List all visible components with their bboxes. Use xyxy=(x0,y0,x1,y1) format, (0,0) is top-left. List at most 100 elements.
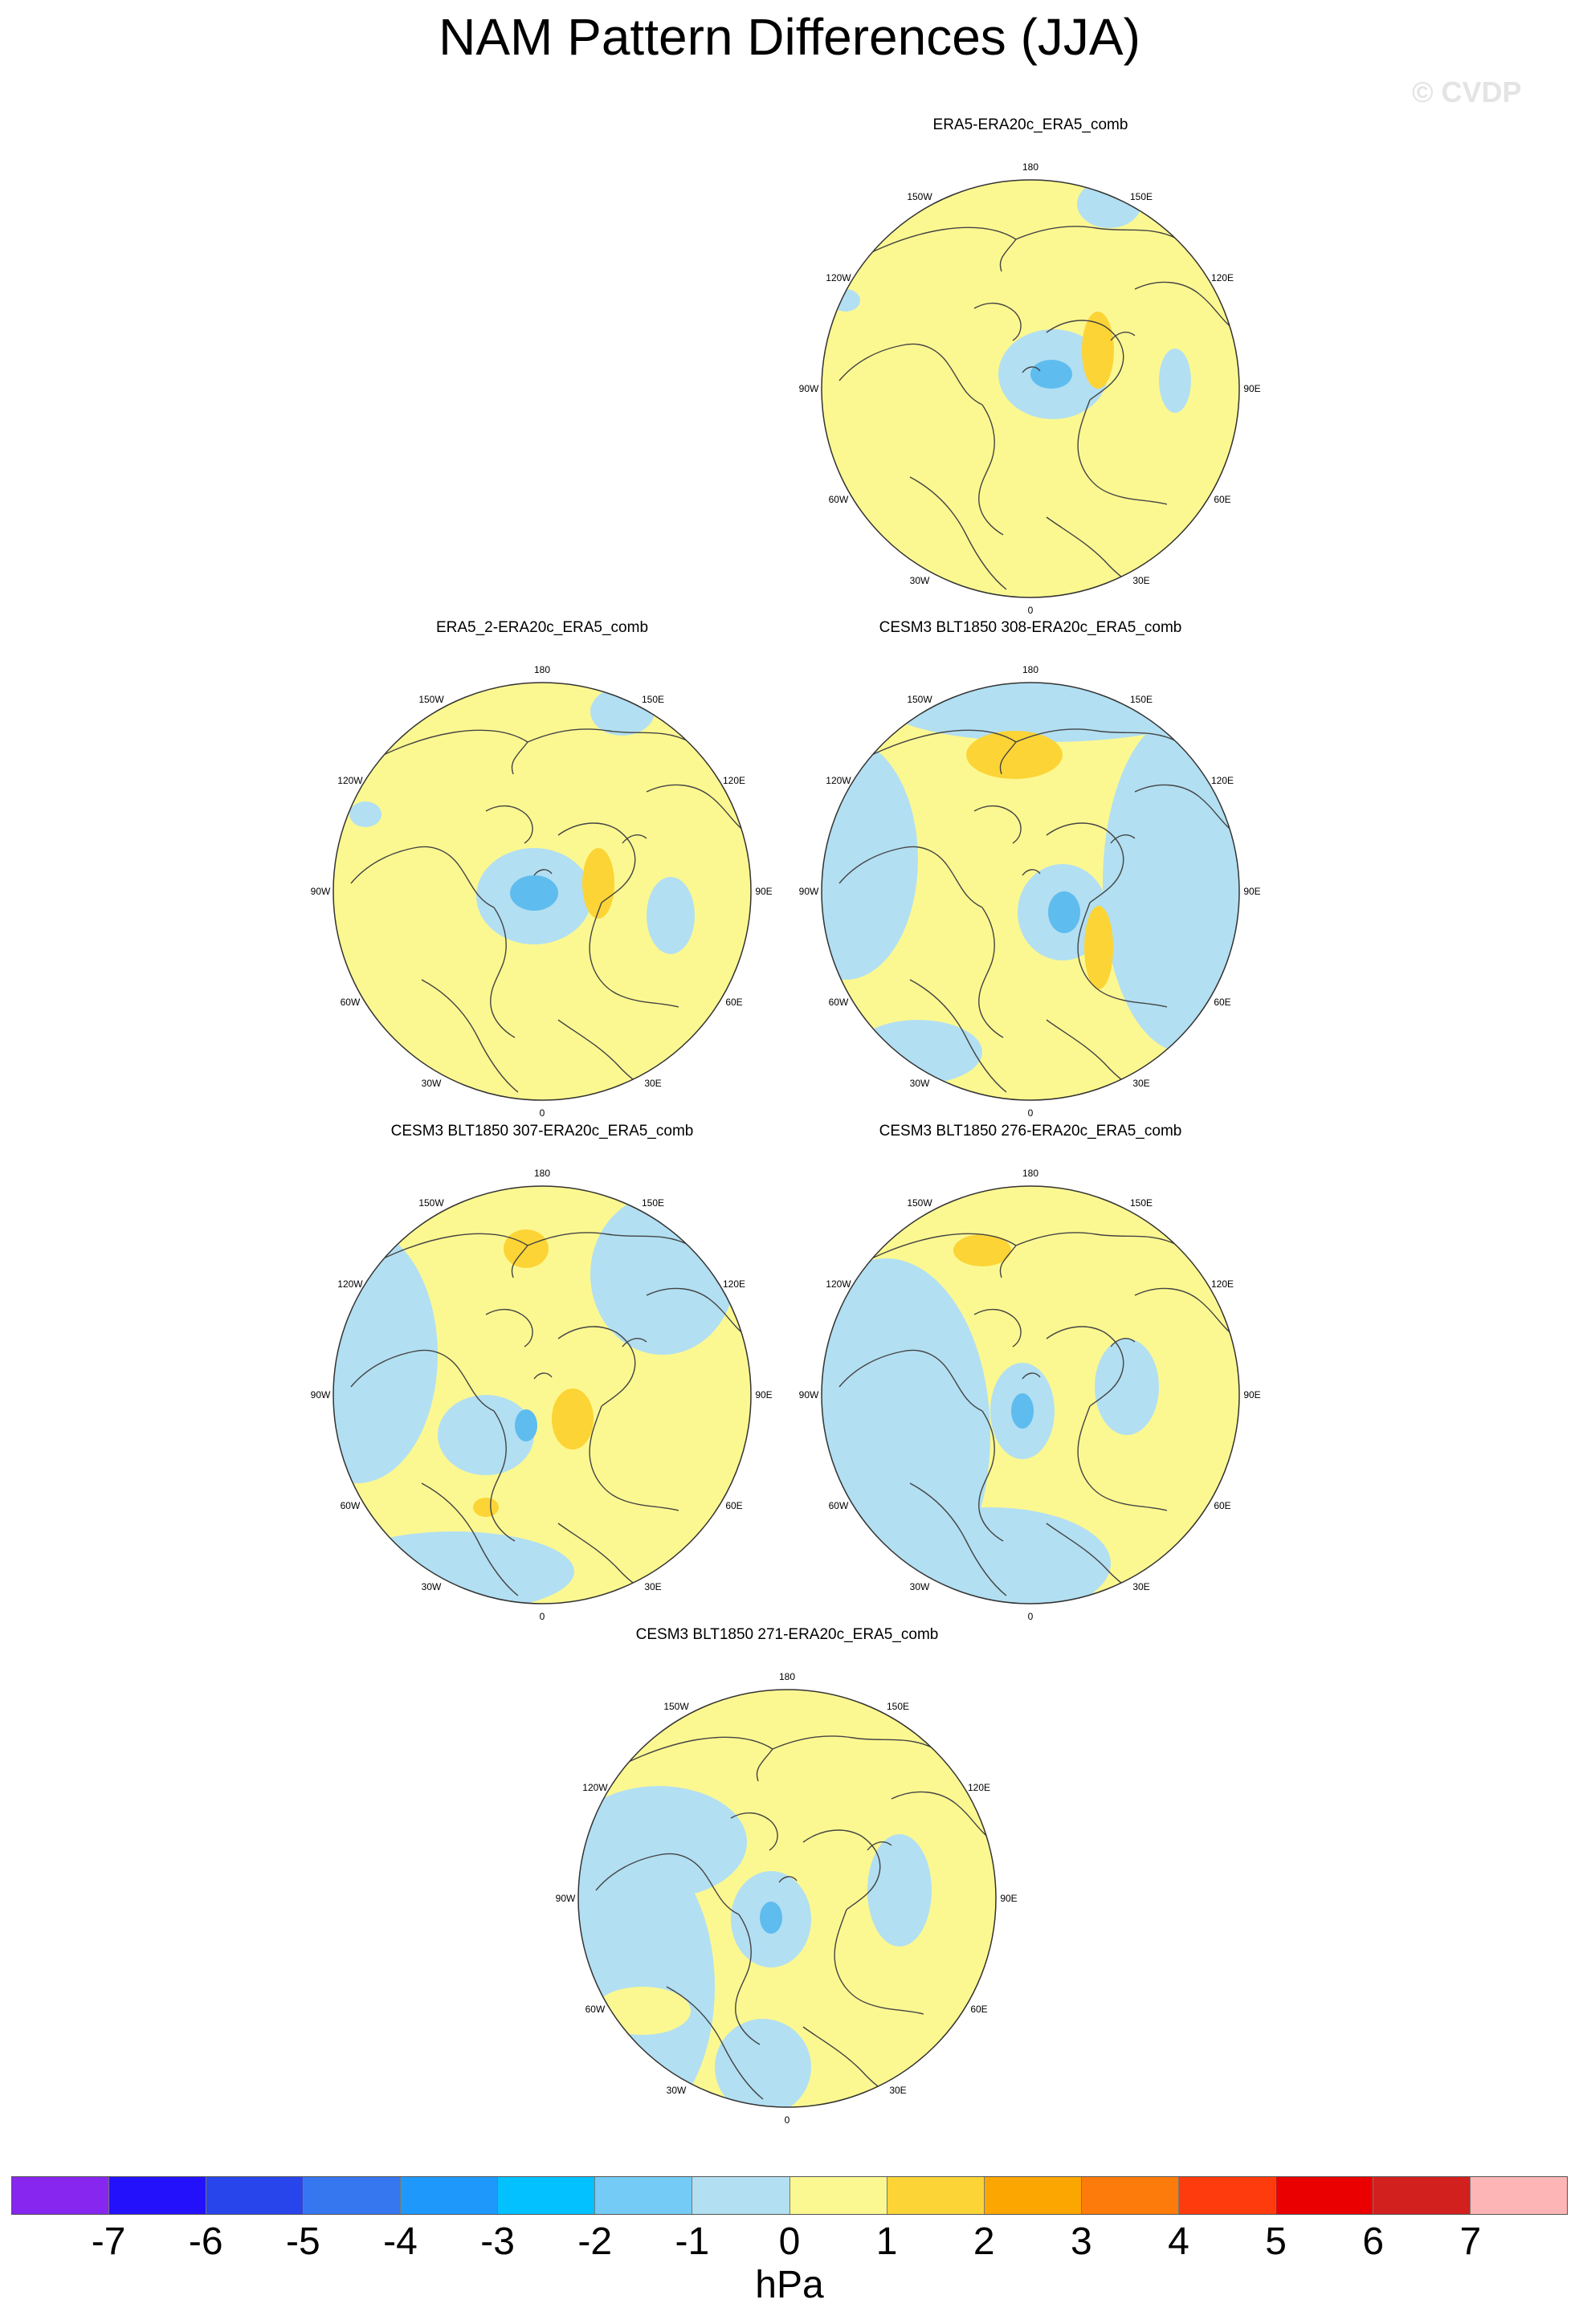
colorbar-tick-label: -7 xyxy=(91,2220,126,2263)
coastline xyxy=(1134,784,1238,836)
longitude-label: 30W xyxy=(909,1581,930,1593)
coastline xyxy=(490,907,516,1038)
longitude-label: 90W xyxy=(798,1389,819,1401)
longitude-label: 30W xyxy=(666,2085,687,2097)
coastline xyxy=(973,805,1022,844)
coastline xyxy=(533,1372,553,1380)
coastline xyxy=(1022,869,1041,876)
negative-anomaly-region xyxy=(1159,349,1191,413)
colorbar-swatch xyxy=(790,2177,887,2214)
coastline xyxy=(485,805,533,844)
longitude-label: 120E xyxy=(1211,272,1234,283)
longitude-label: 150W xyxy=(907,1197,932,1209)
panel-title: CESM3 BLT1850 308-ERA20c_ERA5_comb xyxy=(879,619,1182,636)
colorbar-swatch xyxy=(595,2177,693,2214)
longitude-label: 150W xyxy=(663,1700,689,1712)
longitude-label: 30E xyxy=(1132,1581,1150,1593)
polar-stereographic-map xyxy=(333,1185,752,1604)
map-panel-cesm3-271: CESM3 BLT1850 271-ERA20c_ERA5_comb 180 15… xyxy=(538,1627,1036,2125)
colorbar-tick-label: 7 xyxy=(1459,2220,1482,2263)
coastline xyxy=(589,902,679,1008)
watermark: © CVDP xyxy=(1412,75,1522,108)
colorbar-swatch xyxy=(887,2177,985,2214)
coastline xyxy=(1077,902,1168,1008)
map-boundary xyxy=(333,682,752,1101)
coastline xyxy=(834,1909,924,2015)
coastline xyxy=(978,404,1004,536)
longitude-label: 180 xyxy=(1022,664,1039,675)
longitude-label: 90W xyxy=(310,1389,331,1401)
colorbar-swatch xyxy=(109,2177,207,2214)
longitude-label: 60E xyxy=(1214,997,1231,1008)
negative-anomaly-region xyxy=(715,2019,811,2107)
negative-anomaly-region xyxy=(333,1531,574,1604)
coastline xyxy=(646,1287,750,1339)
coastline xyxy=(1110,834,1136,844)
longitude-label: 150W xyxy=(418,693,444,705)
colorbar xyxy=(11,2176,1568,2215)
negative-anomaly-region xyxy=(349,801,381,827)
longitude-label: 120E xyxy=(723,775,746,786)
longitude-label: 0 xyxy=(1027,605,1034,616)
longitude-label: 90W xyxy=(310,886,331,897)
coastline xyxy=(1134,1287,1238,1339)
positive-anomaly-region xyxy=(953,1234,1011,1266)
longitude-label: 120W xyxy=(826,272,851,283)
coastline xyxy=(1134,281,1238,333)
longitude-label: 120E xyxy=(1211,1278,1234,1290)
longitude-label: 150E xyxy=(1129,693,1153,705)
longitude-label: 120E xyxy=(723,1278,746,1290)
map-boundary xyxy=(821,179,1240,598)
negative-anomaly-region xyxy=(822,739,918,980)
coastline xyxy=(490,1410,516,1542)
map-boundary xyxy=(821,682,1240,1101)
colorbar-swatch xyxy=(1275,2177,1373,2214)
coastline xyxy=(730,1812,778,1851)
coastline xyxy=(1077,1405,1168,1511)
positive-anomaly-region xyxy=(582,848,614,919)
colorbar-tick-label: -3 xyxy=(480,2220,515,2263)
longitude-label: 30E xyxy=(644,1581,662,1593)
longitude-label: 60E xyxy=(1214,494,1231,505)
coastline xyxy=(973,1309,1022,1348)
colorbar-tick-label: 2 xyxy=(973,2220,995,2263)
coastline xyxy=(909,476,1007,590)
coastline xyxy=(666,1986,764,2100)
positive-anomaly-region xyxy=(473,1498,499,1517)
longitude-label: 150E xyxy=(1129,1197,1153,1209)
negative-anomaly-region xyxy=(578,1834,715,2107)
colorbar-tick-label: -2 xyxy=(577,2220,613,2263)
coastline xyxy=(350,1349,495,1412)
coastline xyxy=(978,1410,1004,1542)
longitude-label: 150E xyxy=(641,1197,665,1209)
longitude-label: 120E xyxy=(968,1782,991,1793)
coastline xyxy=(1046,320,1124,401)
negative-anomaly-region xyxy=(1030,360,1072,389)
longitude-label: 90E xyxy=(1243,1389,1261,1401)
colorbar-units: hPa xyxy=(755,2264,824,2306)
longitude-label: 30W xyxy=(909,1078,930,1090)
longitude-label: 90E xyxy=(1243,886,1261,897)
negative-anomaly-region xyxy=(1095,1339,1159,1435)
positive-anomaly-region xyxy=(1084,906,1113,989)
coastline xyxy=(1022,366,1041,373)
coastline xyxy=(978,907,1004,1038)
longitude-label: 180 xyxy=(533,664,551,675)
longitude-label: 120W xyxy=(337,775,363,786)
coastline xyxy=(891,1791,995,1843)
coastline xyxy=(622,834,647,844)
longitude-label: 60E xyxy=(970,2004,988,2015)
coastline xyxy=(909,979,1007,1093)
longitude-label: 120E xyxy=(1211,775,1234,786)
longitude-label: 0 xyxy=(784,2114,790,2126)
longitude-label: 60E xyxy=(1214,1500,1231,1511)
coastline xyxy=(589,1405,679,1511)
longitude-label: 120W xyxy=(337,1278,363,1290)
colorbar-swatch xyxy=(498,2177,596,2214)
polar-stereographic-map xyxy=(821,682,1240,1101)
map-panel-cesm3-276: CESM3 BLT1850 276-ERA20c_ERA5_comb 180 15… xyxy=(781,1123,1279,1621)
longitude-label: 60W xyxy=(340,997,361,1008)
negative-anomaly-region xyxy=(854,1020,982,1084)
coastline xyxy=(867,1841,892,1851)
map-panel-cesm3-307: CESM3 BLT1850 307-ERA20c_ERA5_comb 180 15… xyxy=(293,1123,791,1621)
